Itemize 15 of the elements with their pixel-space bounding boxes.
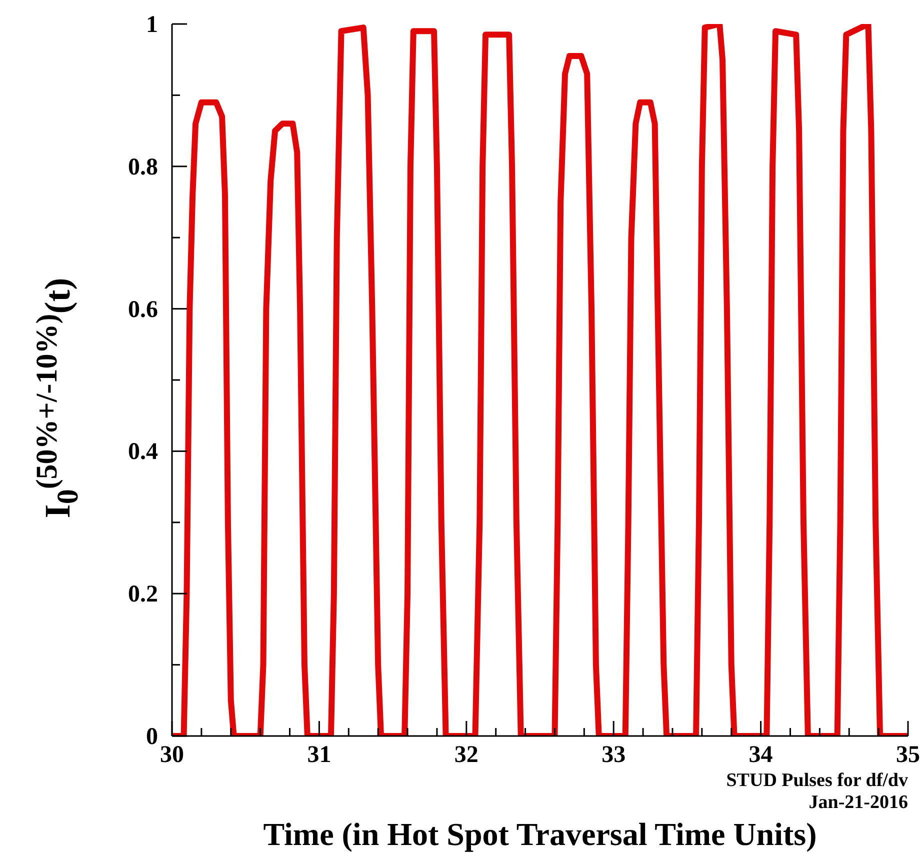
x-tick-label: 33 — [602, 742, 626, 768]
text: STUD Pulses for df/dv — [726, 770, 908, 792]
x-tick-label: 31 — [307, 742, 332, 768]
y-tick-label: 0.2 — [128, 582, 158, 608]
text: Jan-21-2016 — [808, 792, 908, 814]
y-tick-label: 0.4 — [128, 439, 158, 466]
x-tick-label: 32 — [454, 742, 478, 768]
x-axis-title: Time (in Hot Spot Traversal Time Units) — [262, 816, 818, 853]
x-tick-label: 35 — [896, 742, 920, 768]
y-tick-label: 0.6 — [128, 296, 158, 323]
x-tick-label: 30 — [160, 742, 184, 768]
y-tick-label: 0.8 — [128, 154, 158, 180]
y-tick-label: 1 — [146, 12, 158, 38]
x-tick-label: 34 — [748, 742, 773, 768]
y-tick-label: 0 — [146, 724, 158, 750]
